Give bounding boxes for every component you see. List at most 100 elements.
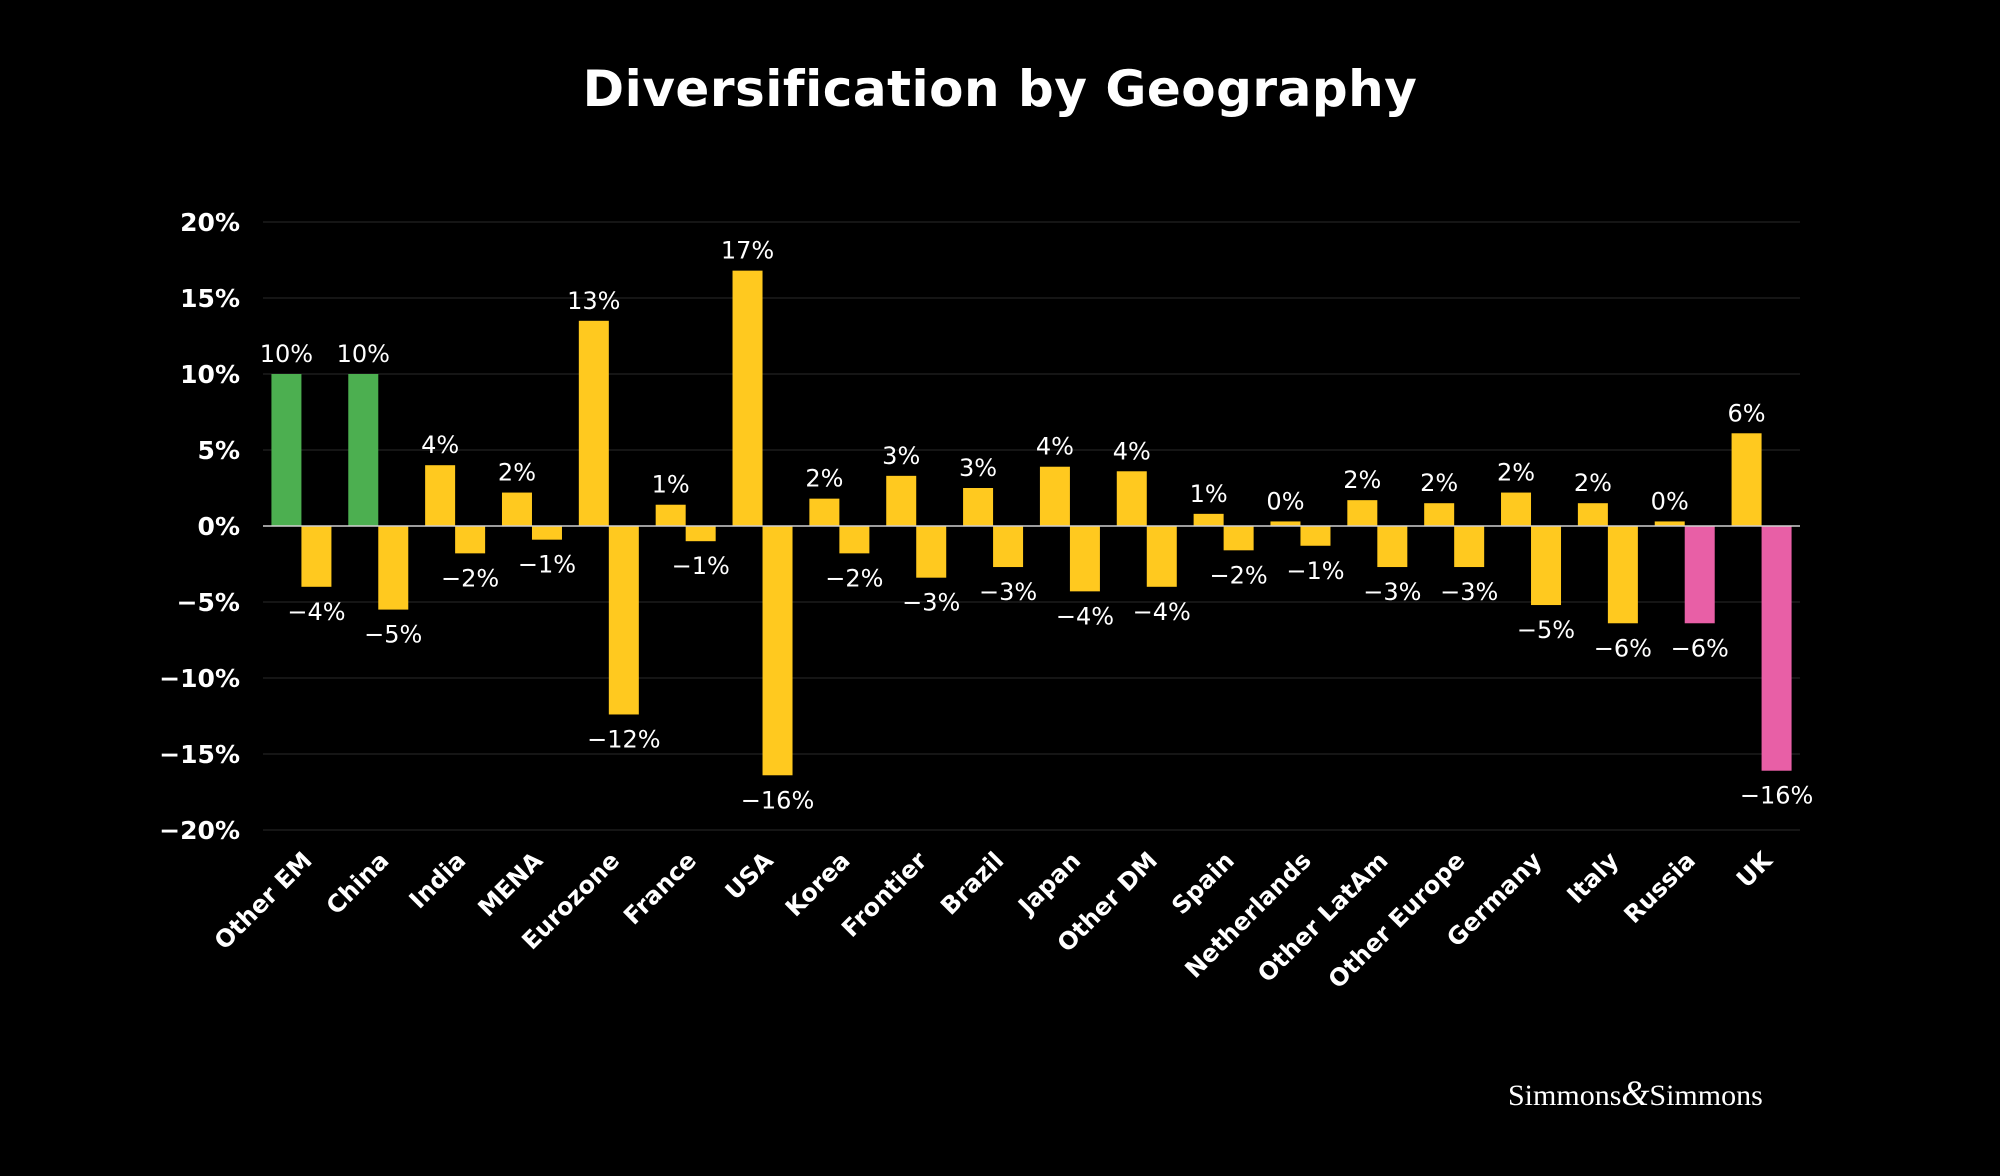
bar-negative <box>1684 526 1715 624</box>
bar-negative <box>685 526 716 542</box>
data-label: 1% <box>1190 480 1228 508</box>
bar-negative <box>839 526 870 554</box>
bar-negative <box>1761 526 1792 771</box>
data-label: 2% <box>1497 459 1535 487</box>
data-label: −4% <box>1133 598 1191 626</box>
data-label: −2% <box>441 564 499 592</box>
bar-positive <box>1039 466 1070 526</box>
bar-negative <box>1069 526 1100 592</box>
data-label: 17% <box>721 237 774 265</box>
data-label: −4% <box>287 598 345 626</box>
data-label: −3% <box>902 589 960 617</box>
bar-positive <box>1193 513 1224 526</box>
y-tick-label: −10% <box>159 664 240 693</box>
bar-negative <box>1454 526 1485 568</box>
y-tick-label: 5% <box>198 436 240 465</box>
data-label: −12% <box>587 725 660 753</box>
bar-negative <box>378 526 409 610</box>
data-label: 4% <box>421 431 459 459</box>
bar-positive <box>655 504 686 526</box>
data-label: −1% <box>518 551 576 579</box>
data-label: 2% <box>1574 469 1612 497</box>
data-label: 1% <box>652 471 690 499</box>
y-tick-label: −15% <box>159 740 240 769</box>
y-tick-label: −20% <box>159 816 240 845</box>
bar-positive <box>1577 503 1608 526</box>
x-tick-label: India <box>404 846 472 914</box>
bar-positive <box>425 465 456 526</box>
data-label: 4% <box>1113 437 1151 465</box>
data-label: −4% <box>1056 602 1114 630</box>
data-label: −2% <box>1210 561 1268 589</box>
data-label: 4% <box>1036 433 1074 461</box>
x-tick-label: Italy <box>1562 846 1625 909</box>
data-label: 3% <box>959 454 997 482</box>
data-label: −3% <box>1440 578 1498 606</box>
bar-negative <box>916 526 947 578</box>
bar-positive <box>886 475 917 526</box>
data-label: −6% <box>1671 634 1729 662</box>
bars <box>271 270 1792 776</box>
data-label: 3% <box>882 442 920 470</box>
data-label: −5% <box>364 621 422 649</box>
x-tick-label: France <box>618 846 702 930</box>
bar-negative <box>1377 526 1408 568</box>
bar-negative <box>301 526 332 587</box>
data-label: −2% <box>825 564 883 592</box>
data-label: 10% <box>260 340 313 368</box>
x-tick-label: Russia <box>1619 846 1701 928</box>
bar-positive <box>963 488 994 526</box>
bar-positive <box>1424 503 1455 526</box>
brand-ampersand: & <box>1621 1073 1650 1113</box>
y-tick-label: 0% <box>198 512 240 541</box>
bar-negative <box>1223 526 1254 551</box>
y-tick-label: −5% <box>177 588 240 617</box>
bar-negative <box>608 526 639 715</box>
x-tick-label: Other Europe <box>1323 846 1471 994</box>
x-tick-label: Brazil <box>935 846 1009 920</box>
brand-right: Simmons <box>1649 1079 1763 1112</box>
x-tick-label: China <box>321 846 395 920</box>
data-label: 0% <box>1266 487 1304 515</box>
data-label: 13% <box>567 287 620 315</box>
bar-positive <box>348 374 379 526</box>
bar-negative <box>993 526 1024 568</box>
data-label: 10% <box>337 340 390 368</box>
data-label: −1% <box>672 552 730 580</box>
x-tick-label: Korea <box>780 846 856 922</box>
gridlines <box>263 221 1800 831</box>
data-label: −16% <box>741 786 814 814</box>
x-tick-label: Other LatAm <box>1252 846 1393 987</box>
brand-left: Simmons <box>1508 1079 1622 1112</box>
bar-positive <box>1347 500 1378 526</box>
bar-negative <box>762 526 793 776</box>
data-label: 0% <box>1651 487 1689 515</box>
data-label: 2% <box>1343 466 1381 494</box>
bar-positive <box>501 492 532 526</box>
bar-positive <box>1501 492 1532 526</box>
data-label: −5% <box>1517 616 1575 644</box>
bar-positive <box>578 320 609 526</box>
data-label: 2% <box>498 459 536 487</box>
bar-positive <box>271 374 302 526</box>
data-label: 2% <box>805 465 843 493</box>
data-label: 2% <box>1420 469 1458 497</box>
data-label: −3% <box>1363 578 1421 606</box>
x-tick-label: Frontier <box>836 846 932 942</box>
data-label: 6% <box>1728 399 1766 427</box>
y-tick-label: 20% <box>180 208 240 237</box>
bar-positive <box>1731 433 1762 526</box>
data-label: −3% <box>979 578 1037 606</box>
x-tick-label: Spain <box>1166 846 1240 920</box>
bar-positive <box>732 270 763 526</box>
bar-negative <box>1300 526 1331 546</box>
bar-negative <box>1146 526 1177 587</box>
bar-negative <box>1607 526 1638 624</box>
bar-negative <box>1531 526 1562 606</box>
bar-positive <box>1654 521 1685 526</box>
data-labels: 10% −4% 10% −5% 4% −2% 2% −1% 13% −12% 1% −1% 17% −16… <box>260 237 1814 815</box>
x-tick-label: USA <box>720 846 779 905</box>
bar-positive <box>1270 521 1301 526</box>
